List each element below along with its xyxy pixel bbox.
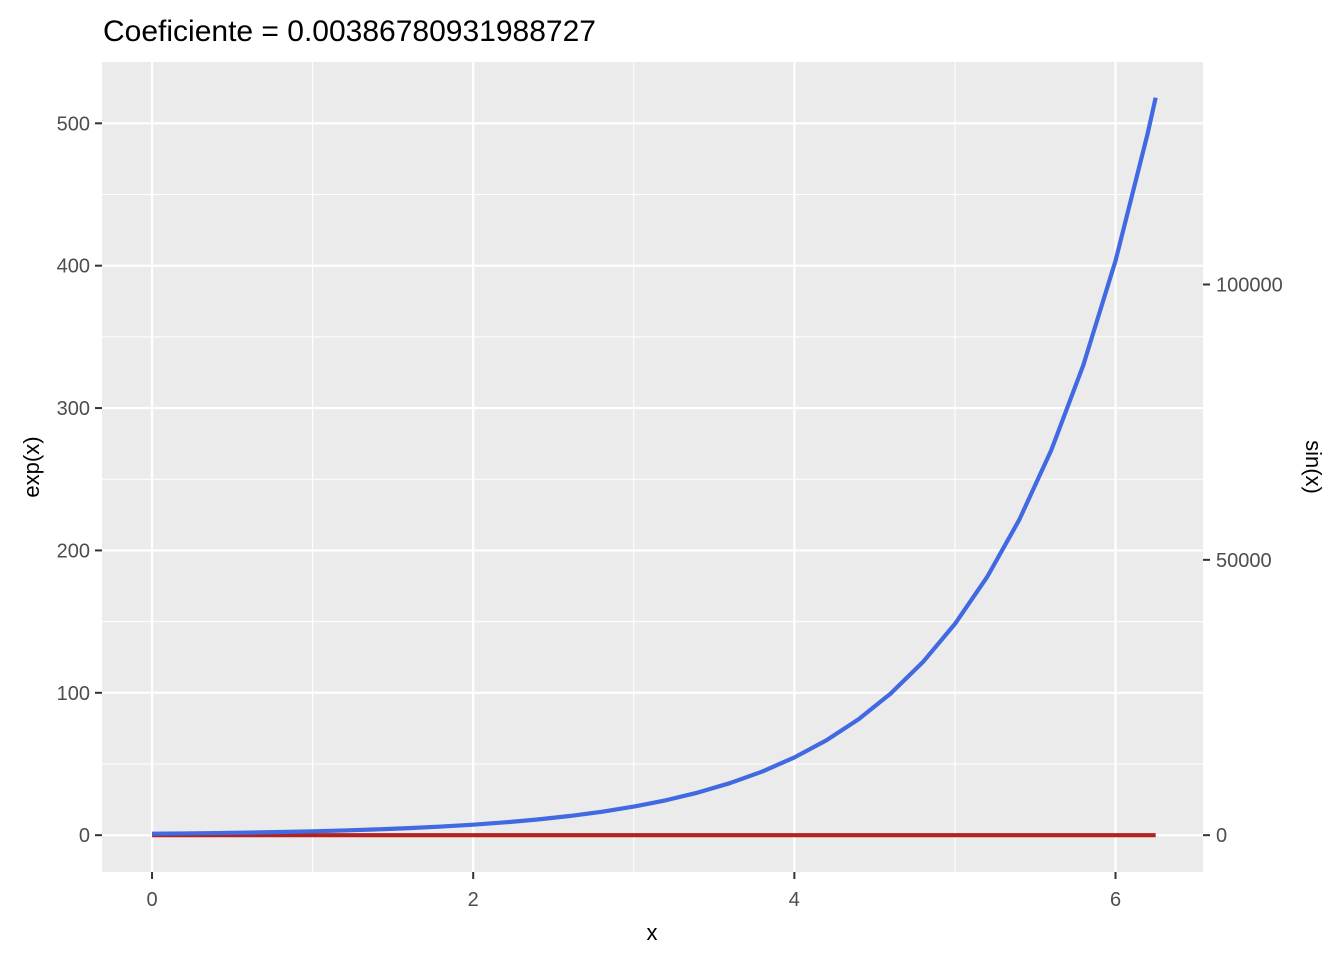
x-tick-label: 6 [1110,889,1121,911]
y-tick-label: 100 [57,683,90,705]
x-axis-label: x [647,920,658,945]
y-tick-label: 500 [57,113,90,135]
y2-axis-label: sin(x) [1301,440,1326,494]
y-axis-left: 0 100 200 300 400 500 [57,113,102,847]
y2-tick-label: 100000 [1216,275,1283,297]
series-line-exp [152,97,1158,836]
major-gridlines [102,62,1203,872]
chart-title: Coeficiente = 0.00386780931988727 [103,15,596,48]
x-tick-label: 2 [468,889,479,911]
plot-panel [102,62,1203,872]
series-lines [152,97,1158,838]
y2-tick-label: 0 [1216,825,1227,847]
y-tick-label: 400 [57,256,90,278]
minor-gridlines [102,62,1203,872]
x-tick-label: 4 [789,889,800,911]
x-axis: 0 2 4 6 [146,872,1121,911]
y-axis-label: exp(x) [19,436,44,497]
x-tick-label: 0 [146,889,157,911]
y-tick-label: 0 [79,825,90,847]
y-tick-label: 200 [57,540,90,562]
y-tick-label: 300 [57,398,90,420]
y2-tick-label: 50000 [1216,550,1272,572]
y-axis-right: 0 50000 100000 [1203,275,1283,847]
